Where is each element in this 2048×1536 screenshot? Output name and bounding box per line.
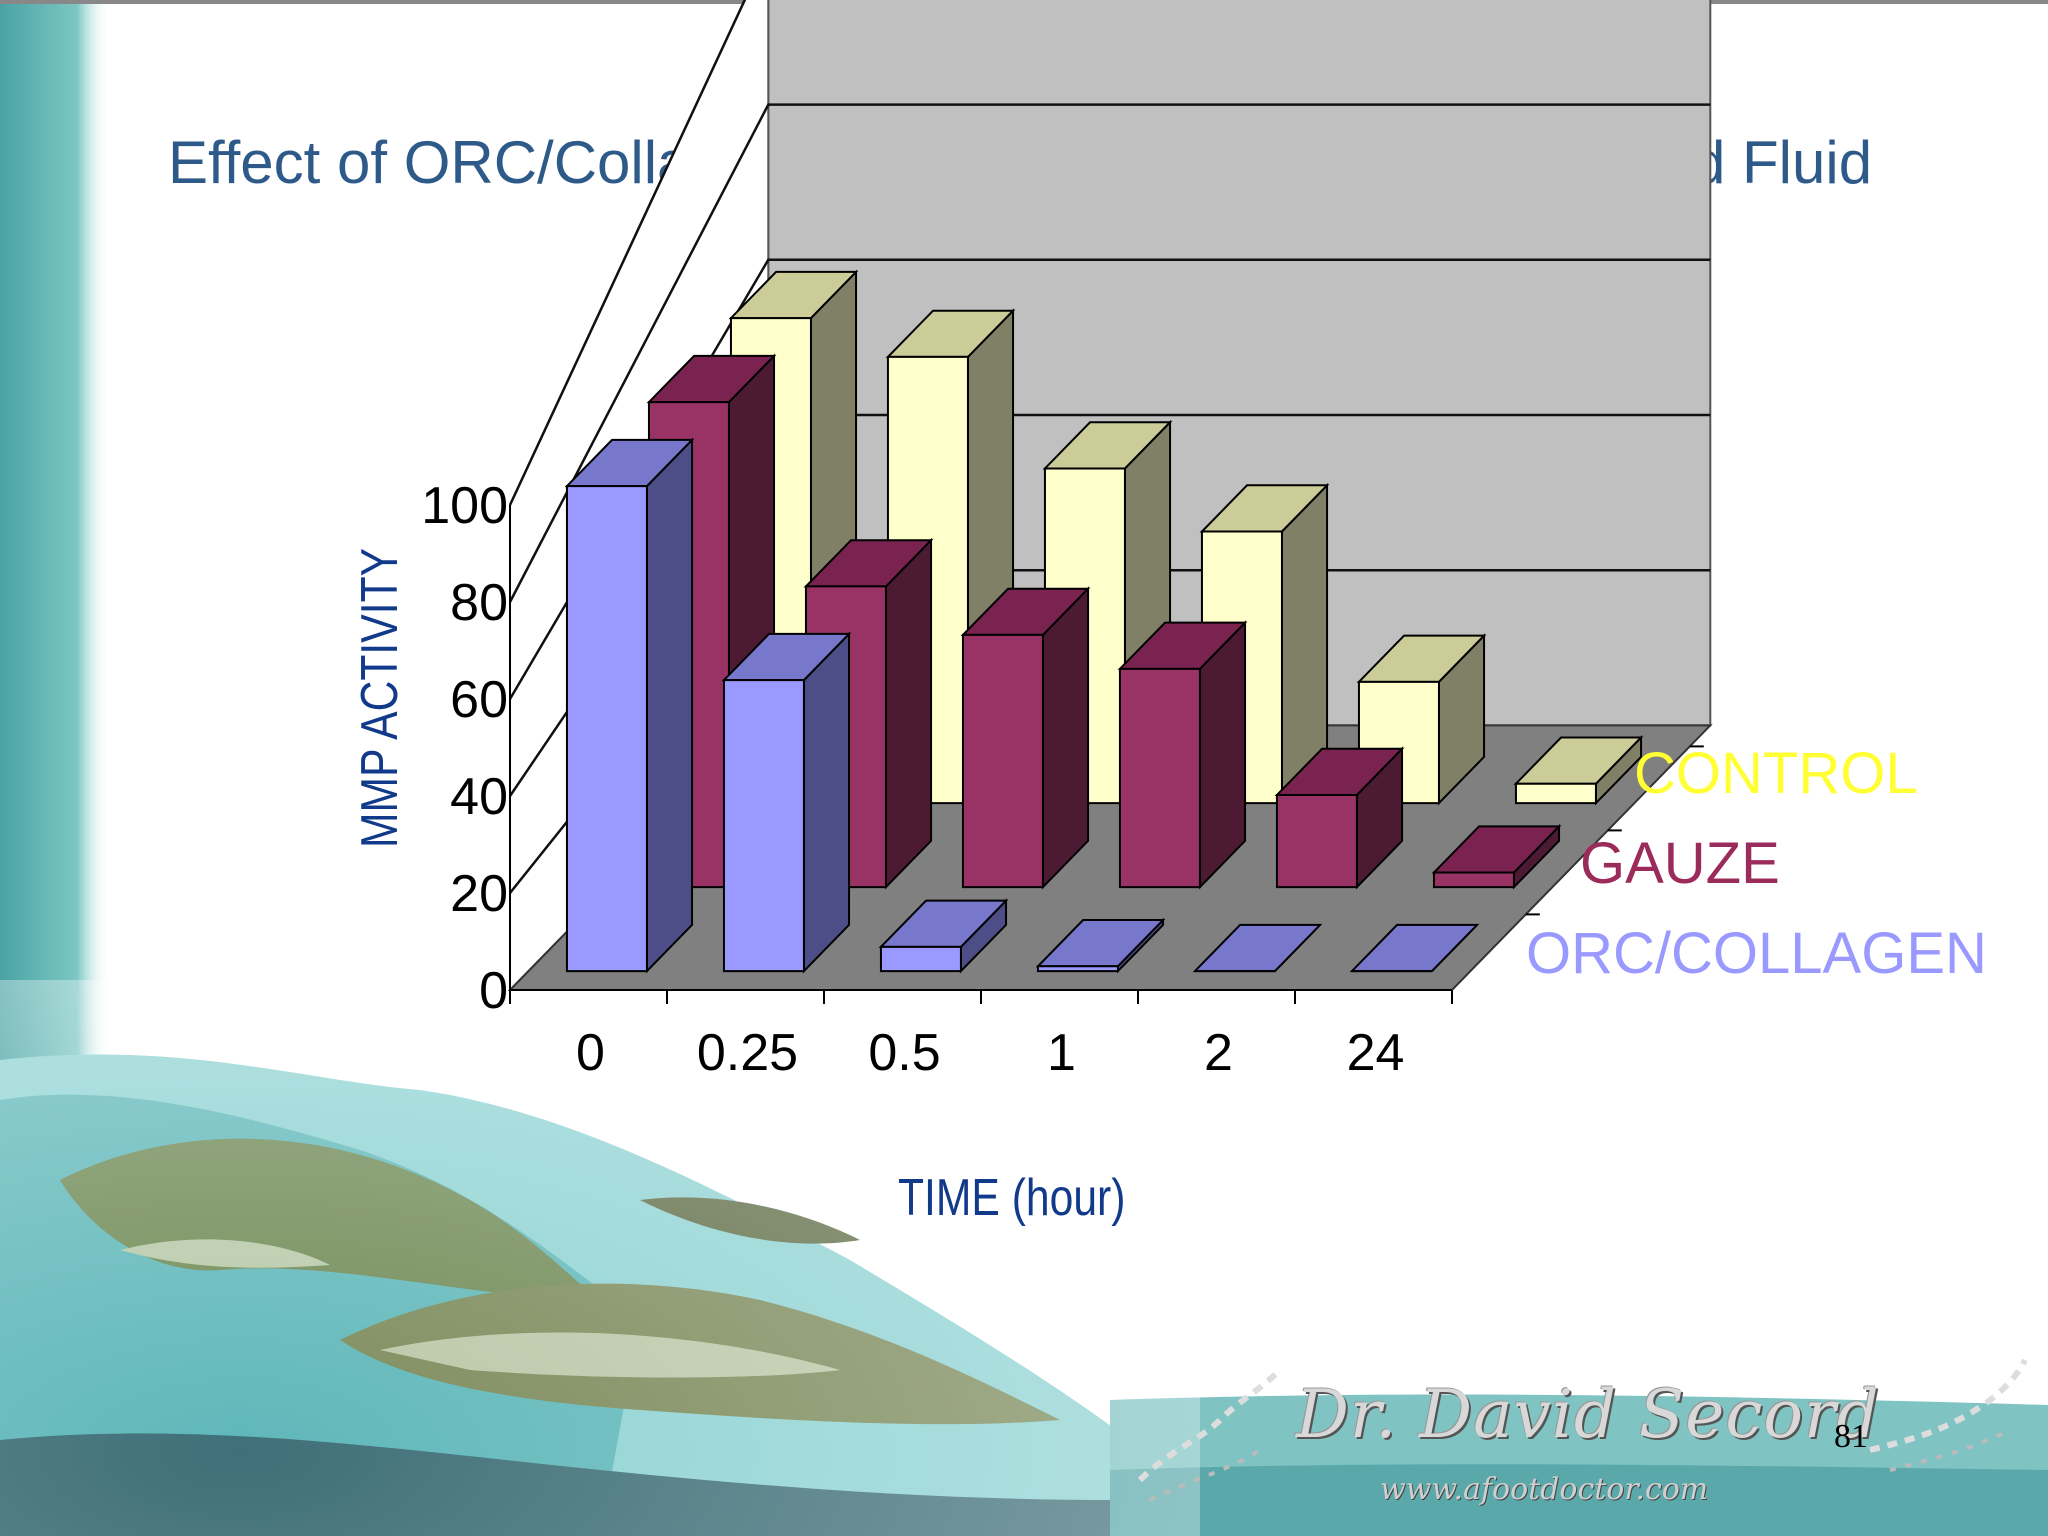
bar-front bbox=[879, 945, 962, 973]
bar-front bbox=[1514, 782, 1597, 805]
y-tick-label: 0 bbox=[479, 962, 508, 1020]
logo-text: Dr. David Secord bbox=[1296, 1376, 1880, 1453]
bar-front bbox=[565, 485, 648, 973]
gridline bbox=[508, 0, 747, 506]
bar bbox=[1513, 735, 1644, 806]
y-tick-label: 40 bbox=[450, 768, 508, 826]
bar-front bbox=[1432, 871, 1515, 889]
chart-axes: 0 20 40 60 80 100 0 0.25 0.5 1 2 24 bbox=[421, 477, 1704, 1082]
x-axis-label: TIME (hour) bbox=[898, 1169, 1126, 1227]
bar-front bbox=[722, 679, 805, 973]
bar bbox=[564, 437, 695, 974]
bar-side bbox=[802, 631, 851, 974]
bar-side bbox=[645, 437, 694, 974]
logo-swoosh-graphic bbox=[1137, 1358, 2028, 1502]
bar bbox=[878, 898, 1009, 974]
author-logo: Dr. David Secord www.afootdoctor.com bbox=[1110, 1330, 2040, 1530]
legend-entry-control: CONTROL bbox=[1634, 741, 1918, 806]
bar-side bbox=[884, 537, 933, 890]
page-number: 81 bbox=[1834, 1418, 1868, 1455]
x-tick-label: 1 bbox=[1047, 1024, 1076, 1082]
logo-url: www.afootdoctor.com bbox=[1380, 1472, 1709, 1507]
bar bbox=[721, 631, 852, 974]
y-axis-label: MMP ACTIVITY bbox=[351, 547, 409, 849]
x-tick-label: 24 bbox=[1347, 1024, 1405, 1082]
bar bbox=[1349, 923, 1480, 973]
gridline bbox=[508, 103, 1711, 603]
y-tick-label: 60 bbox=[450, 671, 508, 729]
x-tick-label: 0.5 bbox=[868, 1024, 940, 1082]
bar bbox=[960, 586, 1091, 890]
bar bbox=[1431, 823, 1562, 890]
legend-entry-gauze: GAUZE bbox=[1580, 831, 1780, 896]
bar-front bbox=[1036, 965, 1119, 973]
bar bbox=[1117, 620, 1248, 890]
bar bbox=[1035, 917, 1166, 974]
bar-side bbox=[1041, 586, 1090, 890]
x-tick-label: 2 bbox=[1204, 1024, 1233, 1082]
legend-entry-orc-collagen: ORC/COLLAGEN bbox=[1526, 921, 1987, 986]
bar bbox=[1192, 923, 1323, 973]
bar-front bbox=[961, 633, 1044, 889]
x-tick-label: 0.25 bbox=[697, 1024, 798, 1082]
y-tick-label: 100 bbox=[421, 477, 508, 535]
bar bbox=[1274, 746, 1405, 890]
y-tick-label: 80 bbox=[450, 574, 508, 632]
chart-bars bbox=[564, 269, 1644, 974]
bar-front bbox=[1275, 793, 1358, 889]
y-tick-label: 20 bbox=[450, 865, 508, 923]
bar-front bbox=[1118, 667, 1201, 889]
x-tick-label: 0 bbox=[576, 1024, 605, 1082]
